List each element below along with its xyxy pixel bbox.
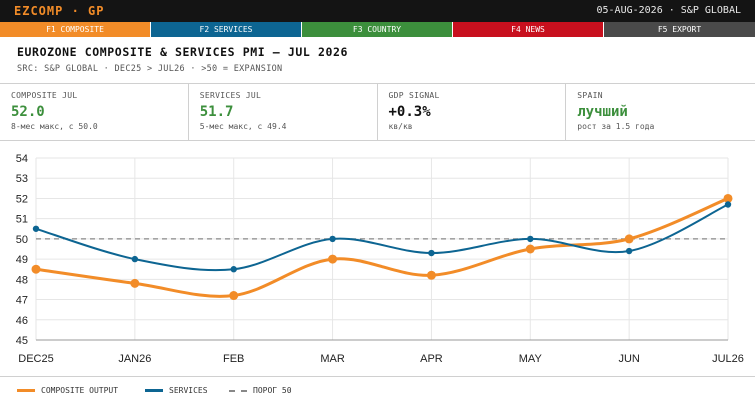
chart-legend: COMPOSITE OUTPUT SERVICES ПОРОГ 50: [0, 376, 755, 404]
data-point-composite: [130, 278, 140, 288]
kpi-label: GDP SIGNAL: [388, 91, 440, 100]
kpi-card-services: SERVICES JUL 51.7 5-мес макс, с 49.4: [189, 84, 378, 140]
y-tick-label: 46: [16, 315, 28, 327]
data-point-composite: [426, 270, 436, 280]
brand-label: EZCOMP · GP: [14, 4, 105, 18]
data-point-services: [32, 225, 40, 232]
x-tick-label: APR: [420, 353, 443, 365]
data-point-services: [230, 266, 237, 273]
y-tick-label: 49: [16, 254, 28, 266]
top-bar: EZCOMP · GP 05-AUG-2026 · S&P GLOBAL: [0, 0, 755, 22]
x-tick-label: MAY: [519, 353, 543, 365]
y-tick-label: 54: [16, 153, 28, 165]
y-tick-label: 51: [16, 214, 28, 226]
legend-label-composite: COMPOSITE OUTPUT: [41, 386, 119, 395]
kpi-card-composite: COMPOSITE JUL 52.0 8-мес макс, с 50.0: [0, 84, 189, 140]
kpi-value: 52.0: [11, 104, 45, 120]
series-line-composite: [35, 197, 729, 298]
data-point-services: [527, 235, 534, 243]
legend-label-services: SERVICES: [169, 386, 208, 395]
data-point-composite: [723, 193, 733, 203]
legend-item-threshold: ПОРОГ 50: [229, 385, 292, 397]
data-point-services: [329, 235, 336, 243]
data-point-composite: [31, 264, 41, 274]
data-point-composite: [328, 254, 338, 264]
kpi-strip: COMPOSITE JUL 52.0 8-мес макс, с 50.0 SE…: [0, 83, 755, 141]
data-point-composite: [229, 291, 239, 301]
x-tick-label: FEB: [223, 353, 244, 365]
x-tick-label: JAN26: [118, 353, 151, 365]
x-tick-label: JUN: [618, 353, 639, 365]
x-tick-label: JUL26: [712, 353, 744, 365]
kpi-value: лучший: [577, 104, 628, 120]
legend-item-services: SERVICES: [145, 385, 208, 397]
x-tick-label: DEC25: [18, 353, 53, 365]
date-source-label: 05-AUG-2026 · S&P GLOBAL: [596, 5, 742, 16]
fkey-news[interactable]: F4 NEWS: [453, 22, 604, 37]
kpi-subtext: 5-мес макс, с 49.4: [199, 122, 287, 131]
pmi-line-chart: 45 46 47 48 49 50 51 52 53 54 DEC25 JAN26 FEB MAR APR M…: [16, 153, 744, 365]
data-point-services: [724, 201, 732, 208]
data-point-services: [131, 255, 139, 263]
function-key-bar: F1 COMPOSITE F2 SERVICES F3 COUNTRY F4 N…: [0, 22, 755, 37]
data-point-composite: [624, 234, 634, 244]
fkey-services[interactable]: F2 SERVICES: [151, 22, 302, 37]
fkey-composite[interactable]: F1 COMPOSITE: [0, 22, 151, 37]
data-point-services: [625, 247, 633, 255]
legend-item-composite: COMPOSITE OUTPUT: [17, 385, 118, 397]
page-title: EUROZONE COMPOSITE & SERVICES PMI — JUL …: [17, 45, 349, 59]
y-tick-label: 45: [16, 335, 28, 347]
legend-swatch-threshold: [229, 389, 247, 392]
kpi-value: +0.3%: [388, 104, 431, 120]
x-tick-label: MAR: [320, 353, 345, 365]
y-tick-label: 53: [16, 173, 28, 185]
y-tick-label: 52: [16, 193, 28, 205]
y-tick-label: 50: [16, 234, 28, 246]
data-point-services: [428, 249, 435, 257]
kpi-label: COMPOSITE JUL: [11, 91, 78, 100]
kpi-subtext: 8-мес макс, с 50.0: [11, 122, 98, 131]
fkey-export[interactable]: F5 EXPORT: [604, 22, 755, 37]
page-subtitle: SRC: S&P GLOBAL · DEC25 > JUL26 · >50 = …: [17, 64, 283, 74]
legend-label-threshold: ПОРОГ 50: [253, 386, 292, 395]
data-point-composite: [525, 244, 535, 254]
kpi-subtext: рост за 1.5 года: [577, 122, 655, 131]
kpi-value: 51.7: [199, 104, 234, 120]
fkey-country[interactable]: F3 COUNTRY: [302, 22, 453, 37]
kpi-card-spain: SPAIN лучший рост за 1.5 года: [566, 84, 755, 140]
y-tick-label: 47: [16, 295, 28, 307]
kpi-label: SERVICES JUL: [199, 91, 262, 100]
kpi-subtext: кв/кв: [388, 122, 413, 131]
kpi-label: SPAIN: [577, 91, 603, 100]
y-tick-label: 48: [16, 274, 28, 286]
series-line-services: [35, 203, 729, 272]
legend-swatch-composite: [17, 389, 35, 392]
kpi-card-gdp: GDP SIGNAL +0.3% кв/кв: [378, 84, 567, 140]
legend-swatch-services: [145, 389, 163, 392]
